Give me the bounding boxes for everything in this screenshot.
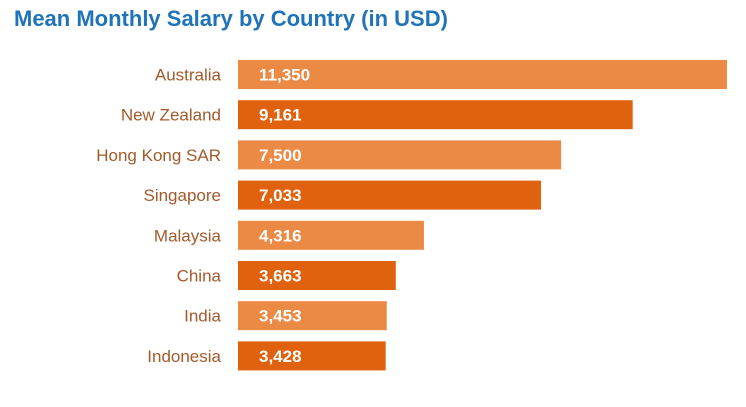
value-label: 7,033 (259, 186, 302, 205)
value-label: 3,428 (259, 347, 302, 366)
bar-australia (238, 60, 727, 89)
bar-india (238, 301, 387, 331)
bar-china (238, 261, 396, 290)
chart-title: Mean Monthly Salary by Country (in USD) (14, 6, 448, 31)
category-label: Hong Kong SAR (96, 146, 221, 165)
value-label: 3,663 (259, 267, 302, 286)
bar-indonesia (238, 341, 386, 371)
bar-new-zealand (238, 100, 633, 130)
category-label: India (184, 307, 221, 326)
category-label: Australia (155, 66, 222, 85)
bar-singapore (238, 180, 542, 210)
category-label: Malaysia (154, 226, 222, 245)
value-label: 3,453 (259, 307, 302, 326)
category-label: China (177, 267, 222, 286)
value-label: 4,316 (259, 226, 302, 245)
category-label: New Zealand (121, 106, 221, 125)
category-label: Indonesia (147, 347, 221, 366)
value-label: 9,161 (259, 106, 302, 125)
value-label: 7,500 (259, 146, 302, 165)
bar-hong-kong-sar (238, 140, 562, 170)
value-label: 11,350 (259, 66, 310, 85)
category-label: Singapore (143, 186, 221, 205)
bar-malaysia (238, 220, 424, 250)
